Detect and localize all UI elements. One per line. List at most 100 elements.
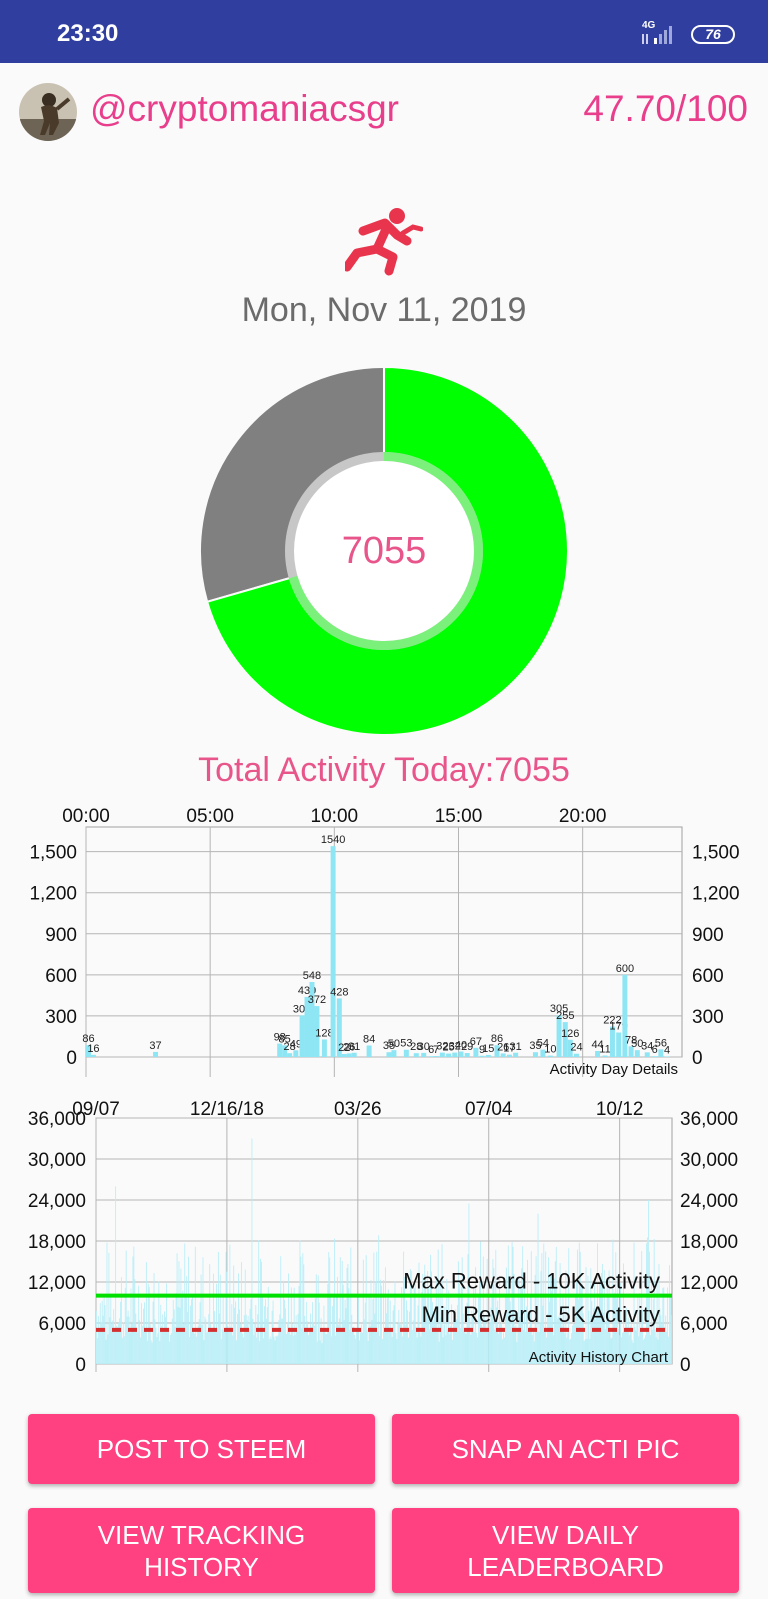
history-bar: [657, 1339, 659, 1364]
history-bar: [143, 1308, 144, 1364]
history-bar: [298, 1285, 300, 1364]
bar-value-label: 16: [87, 1043, 99, 1055]
history-bar: [292, 1335, 294, 1364]
avatar[interactable]: [19, 83, 77, 141]
history-bar: [102, 1315, 104, 1364]
post-to-steem-button[interactable]: POST TO STEEM: [28, 1414, 375, 1484]
history-bar: [108, 1252, 110, 1364]
view-daily-leaderboard-button[interactable]: VIEW DAILY LEADERBOARD: [392, 1508, 739, 1593]
history-bar: [106, 1242, 108, 1364]
history-bar: [466, 1302, 468, 1364]
history-bar: [144, 1302, 145, 1364]
history-bar: [314, 1298, 316, 1364]
history-bar: [655, 1337, 657, 1364]
history-bar: [441, 1244, 443, 1364]
bar-value-label: 78: [625, 1034, 637, 1046]
history-bar: [360, 1324, 362, 1364]
history-bar: [480, 1324, 482, 1364]
history-bar: [145, 1262, 147, 1364]
history-bar: [285, 1308, 286, 1364]
bar-value-label: 255: [556, 1010, 574, 1022]
history-bar: [410, 1271, 412, 1364]
y-tick-label-left: 1,500: [29, 843, 77, 864]
history-bar: [97, 1316, 99, 1364]
bar: [304, 996, 310, 1057]
history-bar: [418, 1262, 420, 1364]
history-bar: [236, 1340, 238, 1364]
history-bar: [146, 1340, 148, 1364]
network-type: 4G: [642, 20, 656, 31]
history-bar: [456, 1304, 458, 1364]
history-bar: [284, 1299, 286, 1364]
history-bar: [96, 1310, 97, 1364]
history-bar: [595, 1319, 597, 1364]
history-bar: [185, 1296, 187, 1364]
snap-acti-pic-button[interactable]: SNAP AN ACTI PIC: [392, 1414, 739, 1484]
bar: [341, 1053, 347, 1057]
history-bar: [247, 1315, 249, 1364]
history-bar: [388, 1327, 390, 1364]
history-bar: [480, 1241, 481, 1364]
view-tracking-history-label-line1: VIEW TRACKING: [97, 1519, 306, 1550]
history-bar: [531, 1335, 533, 1364]
history-bar: [283, 1280, 285, 1364]
history-bar: [588, 1310, 590, 1364]
history-bar: [379, 1335, 381, 1364]
bar: [321, 1039, 327, 1057]
history-bar: [487, 1328, 489, 1364]
bar: [366, 1045, 372, 1057]
history-bar: [659, 1308, 661, 1364]
history-bar: [502, 1339, 503, 1364]
history-bar: [611, 1337, 613, 1364]
bar: [567, 1039, 573, 1057]
history-bar: [447, 1328, 449, 1364]
history-bar: [436, 1329, 438, 1364]
history-bar: [105, 1339, 107, 1364]
history-bar: [414, 1283, 416, 1364]
history-bar: [460, 1286, 462, 1364]
history-bar: [123, 1336, 125, 1364]
history-bar: [408, 1311, 410, 1364]
donut-center: [294, 461, 474, 641]
history-bar: [140, 1337, 142, 1364]
history-bar: [288, 1327, 290, 1364]
history-bar: [498, 1333, 500, 1364]
history-bar: [212, 1329, 214, 1364]
bar: [622, 974, 628, 1057]
history-bar: [317, 1275, 319, 1364]
history-bar: [170, 1333, 172, 1364]
bar-value-label: 4: [664, 1044, 670, 1056]
history-bar: [439, 1283, 441, 1364]
history-bar: [384, 1327, 385, 1364]
history-bar: [295, 1315, 297, 1364]
y-tick-label-right: 0: [680, 1355, 691, 1376]
history-bar: [484, 1319, 486, 1364]
history-bar: [438, 1341, 440, 1364]
history-bar: [624, 1329, 625, 1364]
history-bar: [524, 1286, 526, 1364]
bar-value-label: 6: [652, 1044, 658, 1056]
history-bar: [306, 1302, 308, 1364]
history-bar: [630, 1318, 632, 1364]
reference-line-label: Min Reward - 5K Activity: [422, 1302, 660, 1327]
history-bar: [444, 1306, 446, 1364]
history-bar: [625, 1307, 627, 1364]
history-bar: [281, 1318, 283, 1364]
battery-level: 76: [705, 26, 721, 42]
user-score: 47.70/100: [583, 88, 748, 129]
bar: [413, 1053, 419, 1057]
bar: [473, 1047, 479, 1057]
bar: [479, 1055, 485, 1057]
history-bar: [468, 1203, 470, 1364]
history-bar: [163, 1330, 165, 1364]
history-bar: [485, 1331, 487, 1364]
history-bar: [199, 1302, 201, 1364]
history-bar: [510, 1327, 512, 1364]
y-tick-label-left: 600: [45, 966, 77, 987]
history-bar: [359, 1340, 360, 1364]
history-bar: [221, 1329, 223, 1364]
history-bar: [151, 1342, 153, 1364]
history-bar: [135, 1313, 137, 1364]
view-tracking-history-button[interactable]: VIEW TRACKING HISTORY: [28, 1508, 375, 1593]
history-bar: [571, 1333, 573, 1364]
